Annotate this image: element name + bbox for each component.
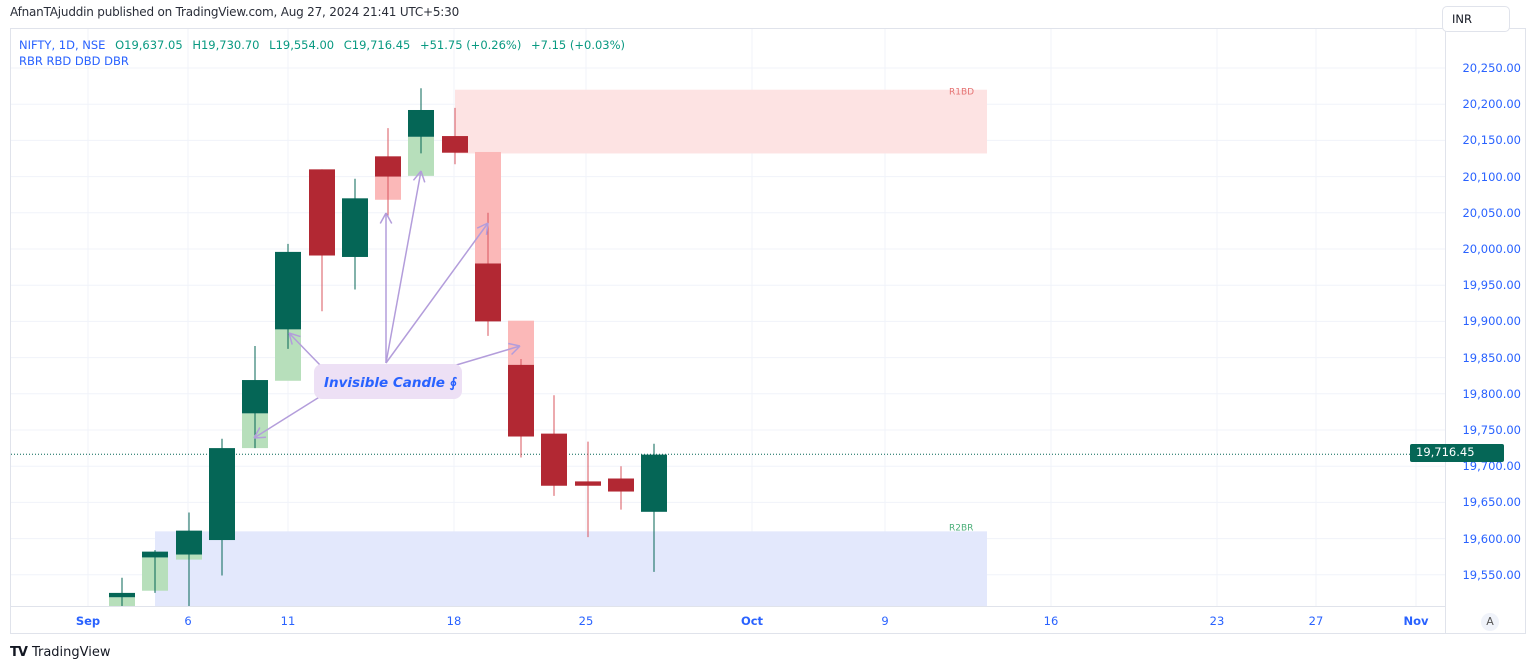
chart-legend: NIFTY, 1D, NSE O19,637.05 H19,730.70 L19… <box>19 37 625 69</box>
time-tick: Sep <box>75 614 101 628</box>
price-tick: 19,900.00 <box>1462 314 1521 329</box>
annotation-callout <box>314 364 462 399</box>
publish-attribution: AfnanTAjuddin published on TradingView.c… <box>10 5 460 19</box>
footer-brand: TV TradingView <box>10 645 110 660</box>
chart-container: R1BD R2BR Invisible Candle ∮ NIFTY, 1D, NS… <box>10 28 1526 634</box>
arrow-head <box>511 345 521 356</box>
price-tick: 19,550.00 <box>1462 567 1521 582</box>
time-tick: Nov <box>1403 614 1429 628</box>
time-tick: 6 <box>184 614 192 628</box>
legend-low: L19,554.00 <box>269 38 335 52</box>
auto-scale-button[interactable]: A <box>1481 613 1499 631</box>
price-tick: 19,650.00 <box>1462 495 1521 510</box>
supply-zone-r1bd <box>455 89 987 154</box>
arrow-head <box>508 342 521 347</box>
candle-body <box>475 263 501 322</box>
arrow-head <box>288 332 301 338</box>
candlestick-chart[interactable]: R1BD R2BR Invisible Candle ∮ <box>11 29 1445 606</box>
legend-symbol[interactable]: NIFTY, 1D, NSE <box>19 38 106 52</box>
candle-body <box>408 109 434 137</box>
price-tick: 19,850.00 <box>1462 350 1521 365</box>
time-tick: 9 <box>881 614 889 628</box>
legend-study-name[interactable]: RBR RBD DBD DBR <box>19 54 129 68</box>
candle-body <box>209 448 235 541</box>
candle-body <box>242 380 268 414</box>
price-tick: 19,750.00 <box>1462 423 1521 437</box>
annotation-arrow <box>385 222 489 364</box>
time-tick: 27 <box>1308 614 1324 628</box>
arrow-head <box>253 427 261 439</box>
price-tick: 19,700.00 <box>1462 459 1521 474</box>
arrow-head <box>420 170 426 183</box>
annotation-arrow <box>452 345 521 367</box>
arrow-head <box>485 222 489 235</box>
candle-body <box>176 530 202 555</box>
candle-body <box>541 433 567 486</box>
time-tick: 25 <box>578 614 594 628</box>
price-tick: 19,950.00 <box>1462 278 1521 293</box>
annotation-text: Invisible Candle ∮ <box>324 375 458 391</box>
time-tick: 23 <box>1209 614 1225 628</box>
annotation-arrow <box>253 395 322 439</box>
arrow-head <box>476 222 489 229</box>
candle-body <box>641 454 667 512</box>
price-tick: 20,200.00 <box>1462 97 1521 112</box>
price-tick: 20,000.00 <box>1462 242 1521 256</box>
annotation-arrow <box>288 332 322 367</box>
arrow-head <box>385 212 393 224</box>
time-tick: 18 <box>446 614 462 628</box>
invisible-candle <box>508 320 534 365</box>
annotation-arrow <box>385 170 422 364</box>
time-tick: 16 <box>1043 614 1059 628</box>
legend-change: +51.75 (+0.26%) <box>419 38 522 52</box>
candle-body <box>309 169 335 256</box>
last-price-label: 19,716.45 <box>1410 444 1504 463</box>
price-tick: 20,100.00 <box>1462 169 1521 184</box>
candle-body <box>442 136 468 153</box>
price-tick: 19,600.00 <box>1462 531 1521 546</box>
time-tick: Oct <box>740 614 764 628</box>
legend-high: H19,730.70 <box>192 38 260 52</box>
legend-open: O19,637.05 <box>115 38 183 52</box>
price-tick: 19,800.00 <box>1462 386 1521 401</box>
candle-body <box>375 156 401 177</box>
currency-button[interactable]: INR <box>1442 6 1510 32</box>
arrow-head <box>379 212 387 224</box>
chart-pane[interactable]: R1BD R2BR Invisible Candle ∮ NIFTY, 1D, NS… <box>11 29 1445 606</box>
candle-body <box>575 481 601 486</box>
candle-body <box>342 198 368 257</box>
time-tick: 11 <box>280 614 296 628</box>
zone-label-r2br: R2BR <box>949 523 973 533</box>
arrow-head <box>288 332 293 345</box>
footer-brand-text: TradingView <box>31 645 111 660</box>
price-tick: 20,250.00 <box>1462 61 1521 75</box>
price-tick: 20,150.00 <box>1462 133 1521 148</box>
demand-zone-r2br <box>155 531 987 606</box>
arrow-head <box>412 170 422 181</box>
candle-body <box>608 478 634 492</box>
candle-body <box>508 364 534 437</box>
tradingview-logo-icon: TV <box>10 645 28 660</box>
candle-body <box>109 592 135 598</box>
candle-body <box>142 551 168 558</box>
legend-close: C19,716.45 <box>343 38 411 52</box>
arrow-head <box>253 436 267 439</box>
time-axis[interactable]: Sep 6 11 18 25 Oct 9 16 23 27 Nov <box>11 606 1445 633</box>
zone-label-r1bd: R1BD <box>949 88 974 98</box>
price-tick: 20,050.00 <box>1462 205 1521 220</box>
legend-change-2: +7.15 (+0.03%) <box>531 38 626 52</box>
candle-body <box>275 251 301 330</box>
price-axis[interactable]: 20,250.00 20,200.00 20,150.00 20,100.00 20,0… <box>1445 29 1527 633</box>
